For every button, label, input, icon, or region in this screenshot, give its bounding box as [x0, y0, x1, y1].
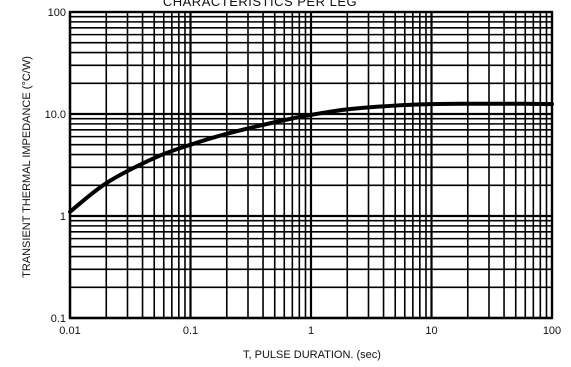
- y-tick-labels: 0.1 1 10.0 100: [45, 7, 66, 325]
- x-tick-label: 0.01: [59, 325, 80, 337]
- plot-frame: [68, 10, 554, 320]
- x-tick-label: 100: [543, 325, 561, 337]
- x-axis-title: T, PULSE DURATION. (sec): [243, 349, 381, 361]
- series-group: [68, 101, 554, 214]
- x-tick-label: 1: [308, 325, 314, 337]
- x-tick-labels: 0.01 0.1 1 10 100: [59, 325, 561, 337]
- y-tick-label: 10.0: [45, 109, 66, 121]
- x-tick-label: 10: [425, 325, 437, 337]
- y-axis-title: TRANSIENT THERMAL IMPEDANCE (°C/W): [21, 56, 33, 278]
- y-tick-label: 100: [48, 7, 66, 19]
- x-tick-label: 0.1: [183, 325, 198, 337]
- chart-title: CHARACTERISTICS PER LEG: [163, 0, 357, 9]
- y-tick-label: 0.1: [51, 313, 66, 325]
- series-line: [68, 101, 554, 214]
- y-tick-label: 1: [60, 211, 66, 223]
- chart-grid: [68, 10, 554, 320]
